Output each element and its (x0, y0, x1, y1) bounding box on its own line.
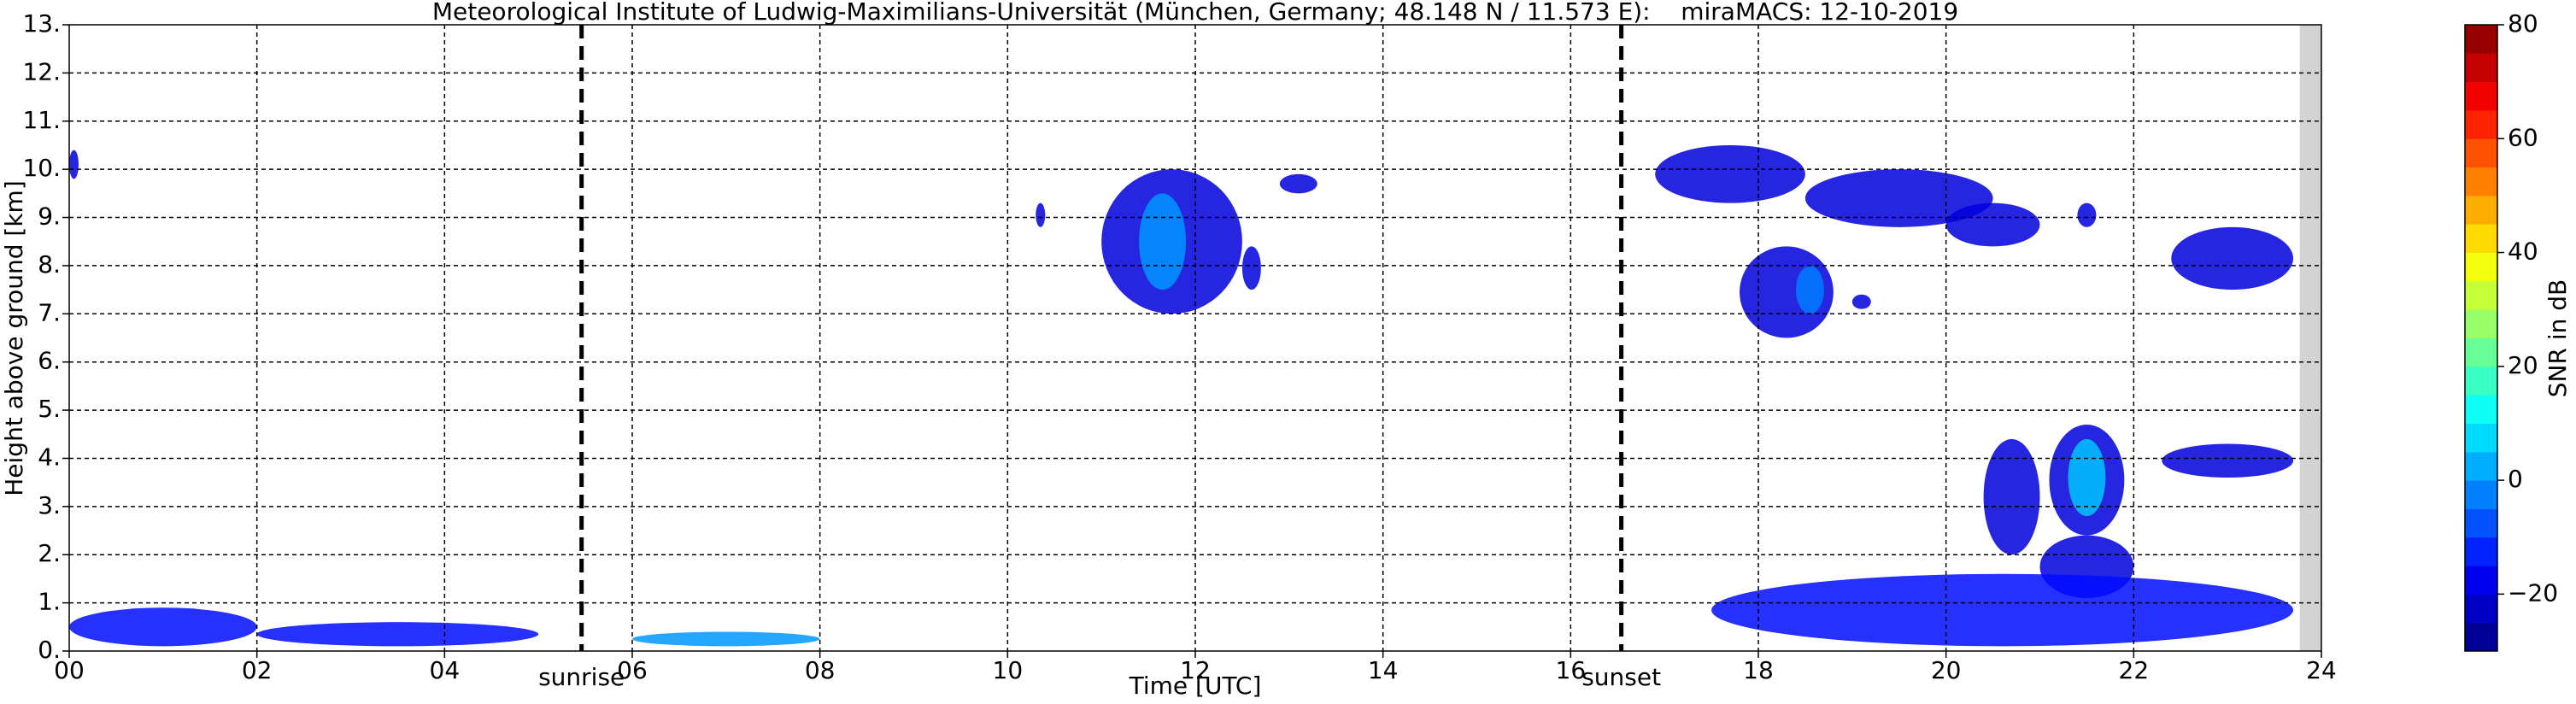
y-tick-label: 1. (38, 588, 61, 616)
x-tick-label: 00 (54, 656, 85, 684)
colorbar-band (2465, 566, 2497, 595)
echo (1983, 438, 2040, 555)
marker-label: sunrise (538, 663, 625, 691)
echo (1655, 144, 1805, 203)
colorbar-band (2465, 366, 2497, 396)
echo (2068, 438, 2106, 517)
colorbar-band (2465, 594, 2497, 624)
y-tick-label: 7. (38, 298, 61, 326)
colorbar-tick-label: −20 (2508, 578, 2558, 607)
x-tick-label: 12 (1180, 656, 1211, 684)
y-tick-label: 8. (38, 250, 61, 279)
x-axis-label: Time [UTC] (1129, 672, 1262, 700)
chart-title: Meteorological Institute of Ludwig-Maxim… (432, 0, 1958, 26)
colorbar-band (2465, 109, 2497, 139)
colorbar-tick-label: 0 (2508, 465, 2523, 493)
echo (68, 607, 257, 647)
colorbar-label: SNR in dB (2544, 279, 2572, 397)
y-tick-label: 2. (38, 539, 61, 567)
y-tick-label: 13. (22, 9, 61, 38)
colorbar-band (2465, 537, 2497, 566)
colorbar-band (2465, 451, 2497, 481)
colorbar-band (2465, 395, 2497, 424)
echo (2077, 202, 2097, 227)
colorbar-band (2465, 167, 2497, 197)
colorbar-band (2465, 252, 2497, 282)
echo (1279, 173, 1317, 194)
colorbar-tick-label: 60 (2508, 123, 2538, 151)
plot-area (69, 25, 2321, 651)
echo (1945, 202, 2040, 247)
x-tick-label: 06 (617, 656, 648, 684)
echo (1139, 193, 1187, 290)
echo (632, 631, 820, 647)
y-tick-label: 3. (38, 491, 61, 519)
y-tick-label: 4. (38, 443, 61, 471)
x-tick-label: 08 (805, 656, 836, 684)
x-tick-label: 18 (1743, 656, 1774, 684)
colorbar-band (2465, 423, 2497, 453)
echo (2162, 443, 2294, 478)
y-tick-label: 11. (22, 106, 61, 134)
echo (2171, 226, 2294, 290)
x-tick-label: 04 (430, 656, 461, 684)
colorbar-band (2465, 25, 2497, 54)
y-tick-label: 12. (22, 57, 61, 85)
x-tick-label: 22 (2119, 656, 2150, 684)
colorbar-band (2465, 195, 2497, 225)
y-axis-label: Height above ground [km] (0, 180, 28, 496)
colorbar-tick-label: 40 (2508, 238, 2538, 266)
colorbar-band (2465, 480, 2497, 509)
echo (1795, 265, 1824, 314)
colorbar-band (2465, 280, 2497, 310)
x-tick-label: 16 (1556, 656, 1587, 684)
colorbar-band (2465, 138, 2497, 168)
colorbar-band (2465, 622, 2497, 652)
echo (1851, 294, 1871, 309)
colorbar-band (2465, 309, 2497, 338)
x-tick-label: 14 (1368, 656, 1399, 684)
colorbar-frame (2464, 24, 2498, 652)
echo (1711, 573, 2294, 647)
no-data-region (2299, 25, 2321, 651)
x-tick-label: 24 (2306, 656, 2337, 684)
echo (1036, 202, 1046, 227)
y-tick-label: 10. (22, 154, 61, 182)
x-tick-label: 02 (242, 656, 273, 684)
x-tick-label: 10 (993, 656, 1024, 684)
y-tick-label: 6. (38, 347, 61, 375)
colorbar-band (2465, 337, 2497, 367)
plot-frame (68, 24, 2322, 652)
y-tick-label: 5. (38, 395, 61, 423)
colorbar-band (2465, 81, 2497, 111)
x-tick-label: 20 (1931, 656, 1962, 684)
colorbar-tick-label: 80 (2508, 9, 2538, 38)
colorbar-band (2465, 53, 2497, 83)
colorbar-band (2465, 508, 2497, 538)
y-tick-label: 0. (38, 636, 61, 664)
y-tick-label: 9. (38, 202, 61, 231)
echo (69, 150, 79, 179)
colorbar-tick-label: 20 (2508, 351, 2538, 379)
marker-label: sunset (1581, 663, 1661, 691)
echo (256, 622, 539, 647)
colorbar-band (2465, 224, 2497, 254)
echo (1241, 246, 1261, 290)
